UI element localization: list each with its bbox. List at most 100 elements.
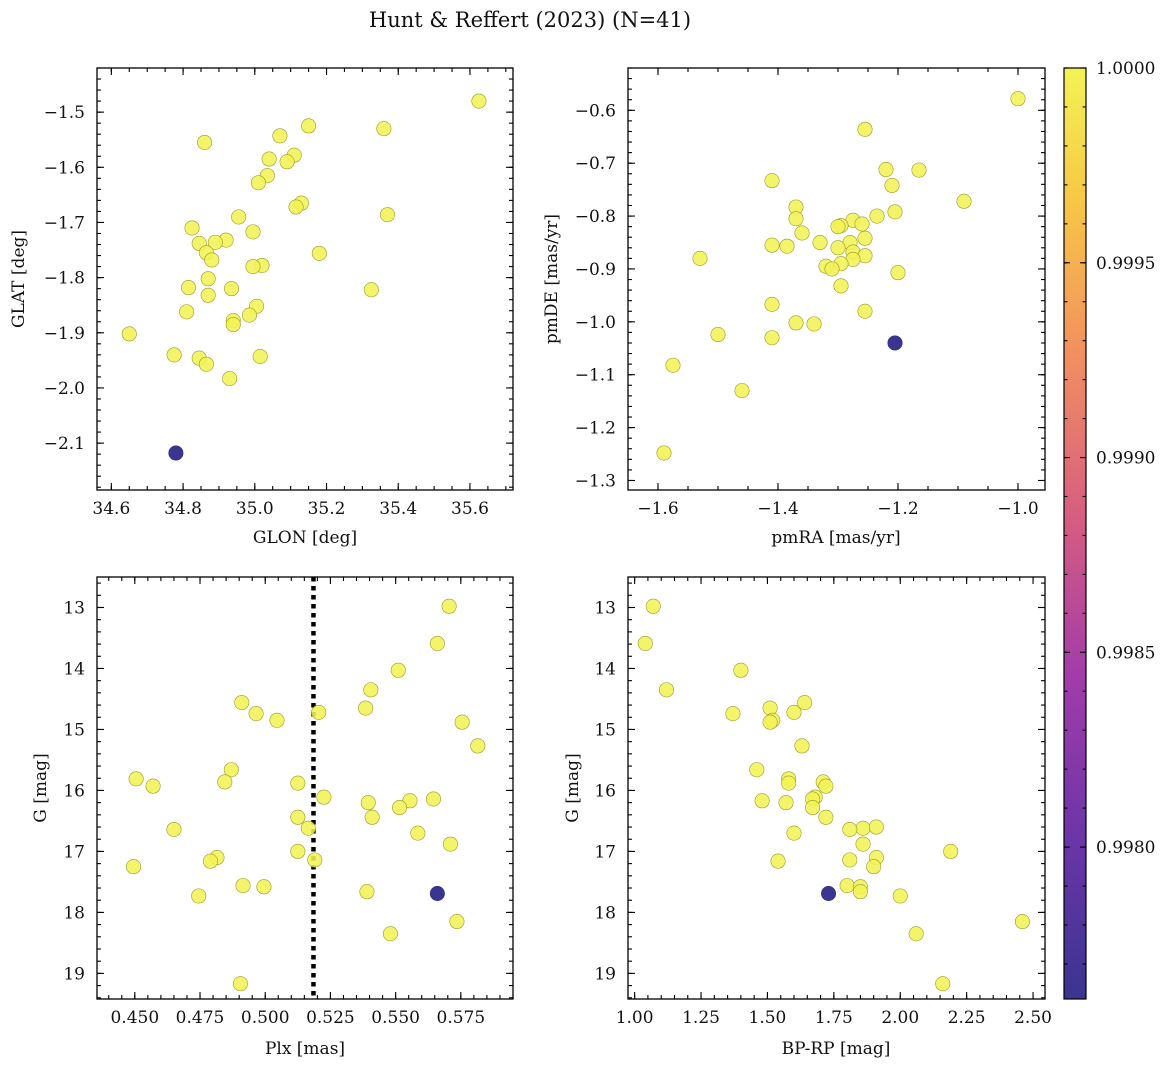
data-point xyxy=(358,700,374,716)
data-point xyxy=(256,879,272,895)
y-tick-label: −0.8 xyxy=(575,207,616,227)
x-tick-label: 35.6 xyxy=(451,499,489,519)
data-points xyxy=(126,577,486,999)
y-axis: −1.5 −1.6 −1.7 −1.8 −1.9 −2.0 −2.1 xyxy=(44,67,513,488)
data-point xyxy=(749,762,765,778)
data-point xyxy=(311,245,327,261)
y-tick-label: −1.2 xyxy=(575,419,616,439)
x-tick-label: 35.4 xyxy=(379,499,417,519)
x-tick-label: 1.25 xyxy=(682,1008,720,1028)
colorbar-ticks: 0.9980 0.9985 0.9990 0.9995 1.0000 xyxy=(1064,59,1155,965)
data-point xyxy=(778,795,794,811)
data-point-low-prob xyxy=(821,885,837,901)
data-point xyxy=(786,704,802,720)
data-point xyxy=(470,738,486,754)
x-tick-label: 0.475 xyxy=(176,1008,225,1028)
y-tick-label: 19 xyxy=(594,964,616,984)
colorbar-tick-label: 1.0000 xyxy=(1096,59,1155,79)
data-point xyxy=(833,278,849,294)
data-point xyxy=(797,695,813,711)
data-point xyxy=(128,771,144,787)
data-point xyxy=(390,662,406,678)
data-point xyxy=(842,852,858,868)
x-tick-label: 0.575 xyxy=(437,1008,486,1028)
data-point xyxy=(1014,914,1030,930)
data-point xyxy=(429,635,445,651)
x-tick-label: −1.2 xyxy=(877,499,918,519)
data-point xyxy=(235,878,251,894)
data-point xyxy=(442,836,458,852)
data-point xyxy=(854,216,870,232)
data-point xyxy=(245,224,261,240)
data-point xyxy=(250,175,266,191)
colorbar-tick-label: 0.9980 xyxy=(1096,838,1155,858)
data-point xyxy=(764,237,780,253)
x-tick-label: 1.75 xyxy=(815,1008,853,1028)
data-point xyxy=(311,704,327,720)
data-point xyxy=(830,219,846,235)
x-axis-label: BP-RP [mag] xyxy=(782,1039,891,1059)
x-axis-label: GLON [deg] xyxy=(253,528,357,548)
data-point xyxy=(908,926,924,942)
data-point xyxy=(207,234,223,250)
data-point xyxy=(733,662,749,678)
x-tick-label: 2.50 xyxy=(1014,1008,1052,1028)
data-point xyxy=(184,220,200,236)
data-point xyxy=(1010,91,1026,107)
data-point xyxy=(126,859,142,875)
y-tick-label: 19 xyxy=(63,964,85,984)
data-point xyxy=(764,330,780,346)
data-points xyxy=(637,598,1030,992)
data-point xyxy=(892,888,908,904)
data-point xyxy=(725,706,741,722)
data-point xyxy=(779,238,795,254)
data-point xyxy=(300,820,316,836)
data-point xyxy=(360,795,376,811)
panel-glon-glat: 34.6 34.8 35.0 35.2 35.4 35.6 −1.5−1.6−1.7−1.… xyxy=(9,67,514,548)
y-tick-label: 15 xyxy=(63,720,85,740)
figure-title: Hunt & Reffert (2023) (N=41) xyxy=(369,8,691,32)
data-point xyxy=(245,259,261,275)
data-point xyxy=(839,878,855,894)
data-point xyxy=(830,240,846,256)
data-point-low-prob xyxy=(887,335,903,351)
data-point xyxy=(818,778,834,794)
data-point xyxy=(288,199,304,215)
data-point xyxy=(145,778,161,794)
y-tick-label: −0.6 xyxy=(575,101,616,121)
data-point xyxy=(261,151,277,167)
data-point xyxy=(410,825,426,841)
x-tick-label: 35.0 xyxy=(236,499,274,519)
data-point xyxy=(198,356,214,372)
x-tick-label: 0.550 xyxy=(371,1008,420,1028)
y-tick-label: −1.8 xyxy=(44,269,85,289)
data-point xyxy=(179,304,195,320)
x-tick-label: 2.00 xyxy=(881,1008,919,1028)
data-point xyxy=(363,282,379,298)
data-point xyxy=(935,976,951,992)
y-tick-label: −1.5 xyxy=(44,103,85,123)
y-tick-label: 14 xyxy=(63,659,85,679)
data-point xyxy=(217,774,233,790)
x-tick-label: 0.525 xyxy=(306,1008,355,1028)
data-point xyxy=(868,819,884,835)
y-tick-label: −1.7 xyxy=(44,213,85,233)
data-point xyxy=(855,820,871,836)
data-point xyxy=(762,700,778,716)
x-tick-label: 35.2 xyxy=(308,499,346,519)
x-axis-label: pmRA [mas/yr] xyxy=(771,528,900,548)
x-tick-label: −1.0 xyxy=(997,499,1038,519)
colorbar: 0.9980 0.9985 0.9990 0.9995 1.0000 xyxy=(1063,59,1155,1000)
data-point-low-prob xyxy=(429,885,445,901)
panel-plx-g: 0.450 0.475 0.500 0.525 0.550 0.575 131415161… xyxy=(31,576,514,1059)
y-tick-label: 13 xyxy=(594,598,616,618)
data-point xyxy=(180,280,196,296)
y-tick-label: −0.7 xyxy=(575,154,616,174)
y-tick-label: 13 xyxy=(63,598,85,618)
y-tick-label: 17 xyxy=(594,842,616,862)
x-tick-label: 0.500 xyxy=(241,1008,290,1028)
data-point xyxy=(857,121,873,137)
data-point xyxy=(225,317,241,333)
y-tick-label: 15 xyxy=(594,720,616,740)
